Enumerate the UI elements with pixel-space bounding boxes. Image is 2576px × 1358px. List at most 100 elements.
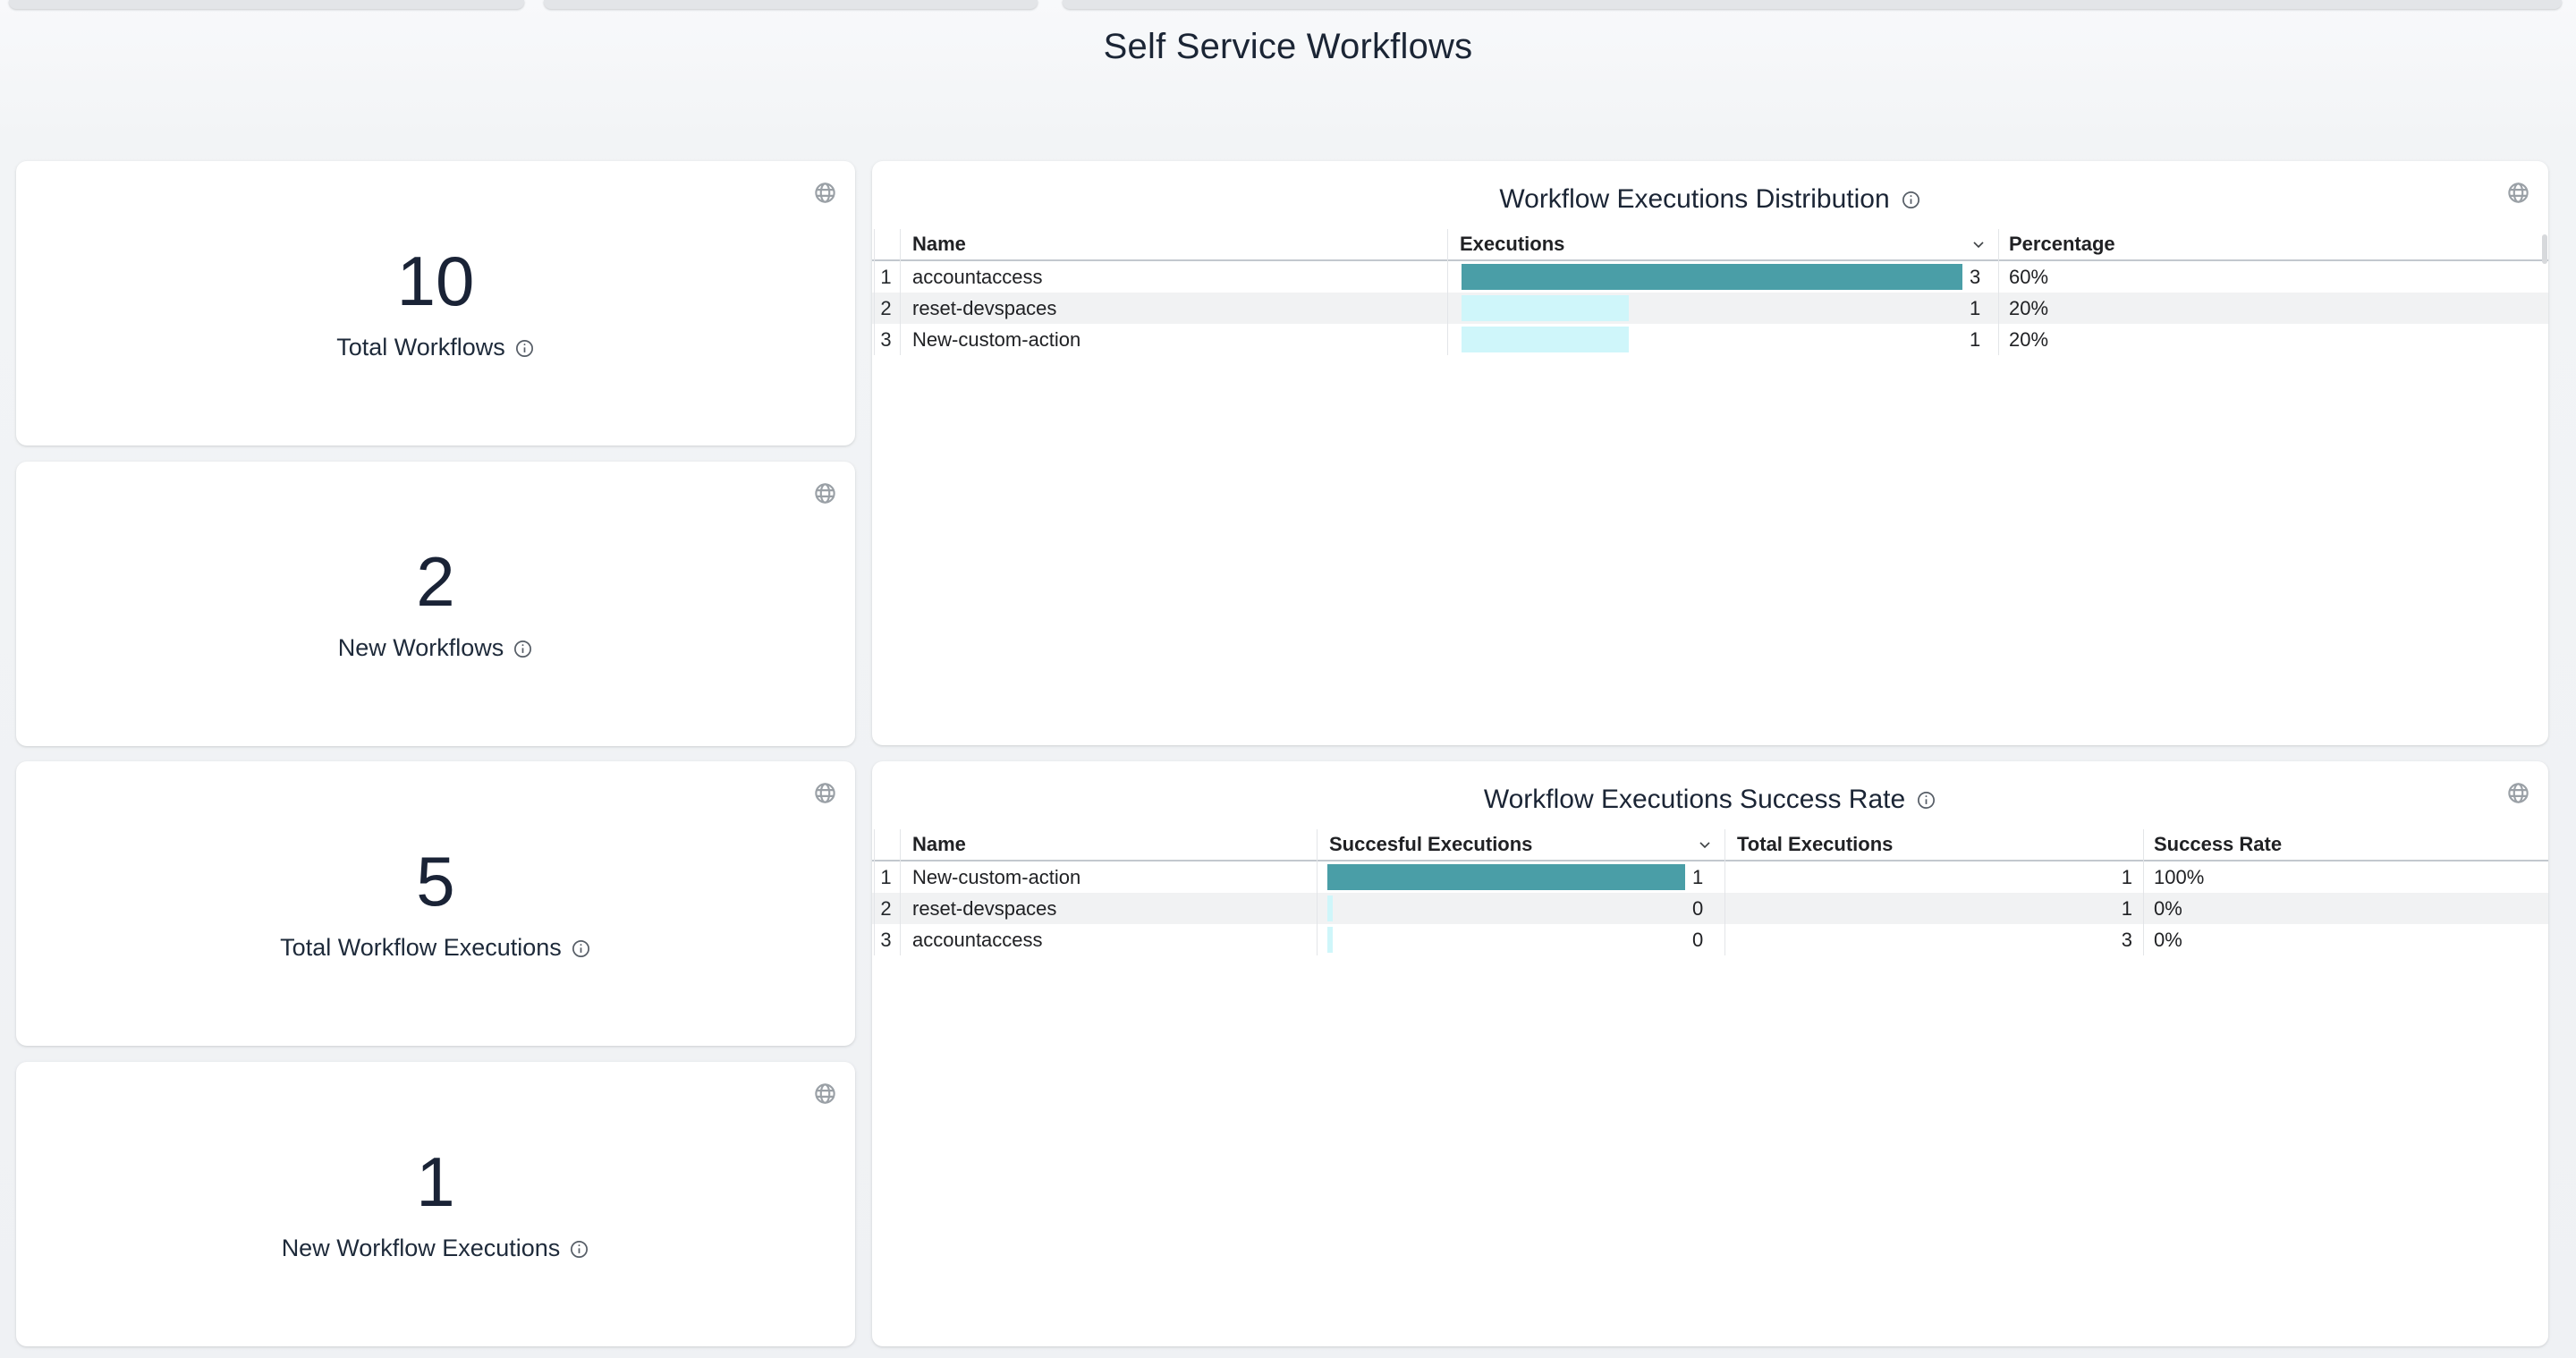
info-icon[interactable]	[569, 1238, 589, 1259]
info-icon[interactable]	[514, 337, 535, 358]
executions-bar-cell: 1	[1447, 327, 1998, 352]
column-divider	[1447, 229, 1448, 355]
column-header-executions[interactable]: Executions	[1447, 233, 1998, 256]
stat-value: 10	[396, 241, 475, 320]
workflow-name: accountaccess	[912, 928, 1043, 951]
column-header-label: Executions	[1460, 233, 1565, 255]
column-header-label: Succesful Executions	[1329, 833, 1533, 855]
row-number: 3	[880, 327, 892, 351]
executions-bar	[1462, 264, 1962, 290]
globe-icon[interactable]	[813, 481, 837, 505]
table-scrollbar[interactable]	[2542, 234, 2547, 264]
globe-icon[interactable]	[813, 781, 837, 805]
executions-bar	[1462, 327, 1629, 352]
scrolled-card-remnant	[1063, 0, 2562, 9]
page-title: Self Service Workflows	[1103, 27, 1473, 66]
globe-icon[interactable]	[813, 1082, 837, 1106]
percentage-value: 60%	[2009, 265, 2049, 288]
chevron-down-icon	[1970, 235, 1987, 253]
success-rate-value: 0%	[2154, 928, 2182, 951]
column-divider	[1724, 829, 1725, 955]
workflow-executions-success-rate-card: Workflow Executions Success Rate Name Su…	[872, 761, 2548, 1346]
table-row: 1 New-custom-action 1 1 100%	[872, 861, 2548, 893]
executions-bar-cell: 1	[1447, 295, 1998, 321]
row-number: 2	[880, 896, 892, 920]
successful-executions-value: 0	[1692, 896, 1704, 920]
total-executions-value: 3	[2121, 928, 2132, 951]
successful-executions-value: 1	[1692, 865, 1704, 888]
stat-value: 1	[416, 1142, 455, 1221]
table-title: Workflow Executions Distribution	[1499, 184, 1890, 214]
table-header-row: Name Succesful Executions Total Executio…	[872, 829, 2548, 861]
table-row: 3 New-custom-action 1 20%	[872, 324, 2548, 355]
column-header-total-executions[interactable]: Total Executions	[1737, 833, 1894, 855]
info-icon[interactable]	[513, 638, 533, 658]
success-rate-value: 100%	[2154, 865, 2205, 888]
globe-icon[interactable]	[2506, 781, 2530, 805]
info-icon[interactable]	[1916, 790, 1936, 811]
column-header-successful-executions[interactable]: Succesful Executions	[1317, 833, 1724, 856]
successful-executions-value: 0	[1692, 928, 1704, 951]
successful-executions-bar-cell: 0	[1317, 895, 1724, 921]
successful-executions-bar	[1327, 864, 1685, 890]
stat-label: New Workflows	[337, 634, 504, 662]
stat-value: 5	[416, 841, 455, 921]
table-header-row: Name Executions Percentage	[872, 229, 2548, 261]
total-workflow-executions-card: 5 Total Workflow Executions	[16, 761, 855, 1046]
successful-executions-bar-cell: 1	[1317, 864, 1724, 890]
executions-value: 1	[1970, 327, 1981, 351]
info-icon[interactable]	[1901, 190, 1921, 210]
chevron-down-icon	[1696, 836, 1714, 853]
percentage-value: 20%	[2009, 327, 2049, 351]
success-rate-value: 0%	[2154, 896, 2182, 920]
executions-bar-cell: 3	[1447, 264, 1998, 290]
new-workflow-executions-card: 1 New Workflow Executions	[16, 1062, 855, 1346]
workflow-name: New-custom-action	[912, 327, 1081, 351]
globe-icon[interactable]	[2506, 181, 2530, 205]
column-header-name[interactable]: Name	[912, 833, 966, 855]
executions-distribution-table: Name Executions Percentage 1 accountacce…	[872, 229, 2548, 355]
successful-executions-bar	[1327, 895, 1333, 921]
column-header-percentage[interactable]: Percentage	[2009, 233, 2115, 255]
column-divider	[1317, 829, 1318, 955]
column-header-name[interactable]: Name	[912, 233, 966, 255]
workflow-executions-distribution-card: Workflow Executions Distribution Name Ex…	[872, 161, 2548, 745]
column-divider	[900, 829, 901, 955]
scrolled-card-remnant	[544, 0, 1038, 9]
stat-label: Total Workflows	[336, 334, 505, 361]
workflow-name: reset-devspaces	[912, 296, 1057, 319]
globe-icon[interactable]	[813, 181, 837, 205]
column-divider	[900, 229, 901, 355]
workflow-name: accountaccess	[912, 265, 1043, 288]
table-row: 2 reset-devspaces 1 20%	[872, 293, 2548, 324]
column-divider	[1998, 229, 1999, 355]
percentage-value: 20%	[2009, 296, 2049, 319]
column-divider	[874, 229, 875, 355]
stat-label: New Workflow Executions	[281, 1235, 561, 1262]
column-header-success-rate[interactable]: Success Rate	[2154, 833, 2283, 855]
table-title: Workflow Executions Success Rate	[1483, 785, 1906, 814]
stat-label: Total Workflow Executions	[280, 934, 562, 962]
successful-executions-bar	[1327, 927, 1333, 953]
info-icon[interactable]	[571, 938, 591, 958]
row-number: 1	[880, 865, 892, 888]
total-workflows-card: 10 Total Workflows	[16, 161, 855, 446]
executions-value: 3	[1970, 265, 1981, 288]
table-row: 2 reset-devspaces 0 1 0%	[872, 893, 2548, 924]
column-divider	[2143, 829, 2144, 955]
stat-value: 2	[416, 541, 455, 621]
executions-value: 1	[1970, 296, 1981, 319]
scrolled-card-remnant	[9, 0, 524, 9]
total-executions-value: 1	[2121, 865, 2132, 888]
successful-executions-bar-cell: 0	[1317, 927, 1724, 953]
row-number: 3	[880, 928, 892, 951]
workflow-name: New-custom-action	[912, 865, 1081, 888]
row-number: 1	[880, 265, 892, 288]
workflow-name: reset-devspaces	[912, 896, 1057, 920]
row-number: 2	[880, 296, 892, 319]
table-row: 1 accountaccess 3 60%	[872, 261, 2548, 293]
success-rate-table: Name Succesful Executions Total Executio…	[872, 829, 2548, 955]
new-workflows-card: 2 New Workflows	[16, 462, 855, 746]
column-divider	[874, 829, 875, 955]
executions-bar	[1462, 295, 1629, 321]
